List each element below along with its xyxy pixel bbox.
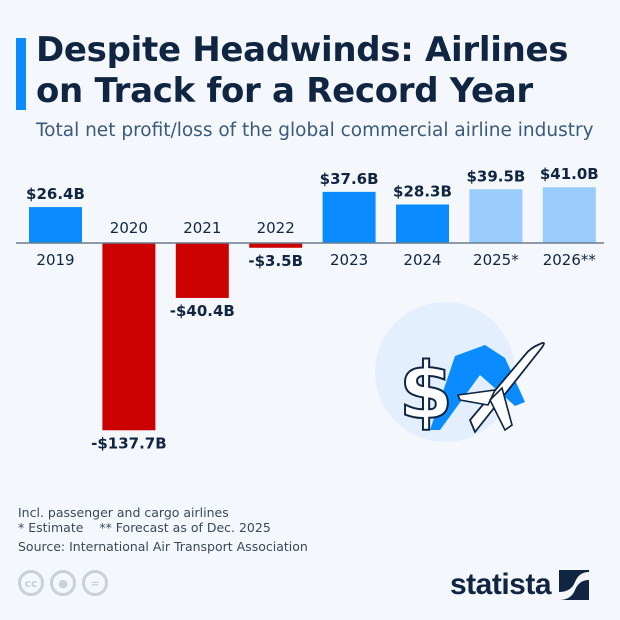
category-label: 2026** xyxy=(543,251,597,269)
data-label: $41.0B xyxy=(540,165,599,183)
bar-2026** xyxy=(542,187,596,243)
page-subtitle: Total net profit/loss of the global comm… xyxy=(36,120,594,141)
note-estimate: * Estimate ** Forecast as of Dec. 2025 xyxy=(18,520,271,535)
bar-chart: $ $26.4B 2019 -$137.7B 2020 -$40.4B 2021 -$3.5… xyxy=(16,165,604,452)
category-label: 2021 xyxy=(183,219,221,237)
data-label: $37.6B xyxy=(320,170,379,188)
plane-shadow-icon xyxy=(430,345,525,430)
brand-name: statista xyxy=(450,568,552,601)
data-label: -$137.7B xyxy=(91,434,167,452)
bar-2025* xyxy=(469,189,523,243)
cc-icon[interactable]: cc xyxy=(18,570,44,596)
note-incl: Incl. passenger and cargo airlines xyxy=(18,505,229,520)
nd-icon[interactable]: = xyxy=(82,570,108,596)
data-label: -$40.4B xyxy=(170,302,235,320)
illustration: $ xyxy=(375,302,545,442)
data-label: -$3.5B xyxy=(248,252,303,270)
dollar-icon: $ xyxy=(399,347,453,437)
airplane-icon xyxy=(456,341,545,434)
bar-2022 xyxy=(249,243,303,248)
bar-2021 xyxy=(175,243,229,298)
category-label: 2020 xyxy=(110,219,148,237)
data-label: $39.5B xyxy=(466,167,525,185)
bar-2023 xyxy=(322,191,376,243)
license-icons[interactable]: cc ● = xyxy=(18,570,108,596)
category-label: 2024 xyxy=(403,251,441,269)
data-label: $26.4B xyxy=(26,185,85,203)
source: Source: International Air Transport Asso… xyxy=(18,539,308,554)
by-icon[interactable]: ● xyxy=(50,570,76,596)
page-title: Despite Headwinds: Airlines on Track for… xyxy=(36,30,569,111)
data-label: $28.3B xyxy=(393,183,452,201)
notes: Incl. passenger and cargo airlines * Est… xyxy=(18,505,271,535)
title-accent-bar xyxy=(16,38,26,110)
bar-2020 xyxy=(102,243,156,431)
statista-logo[interactable]: statista xyxy=(450,568,590,602)
bar-2024 xyxy=(396,204,449,243)
category-label: 2025* xyxy=(473,251,519,269)
category-label: 2022 xyxy=(257,219,295,237)
category-label: 2023 xyxy=(330,251,368,269)
statista-mark-icon xyxy=(559,570,590,600)
category-label: 2019 xyxy=(36,251,74,269)
bar-2019 xyxy=(29,207,82,243)
